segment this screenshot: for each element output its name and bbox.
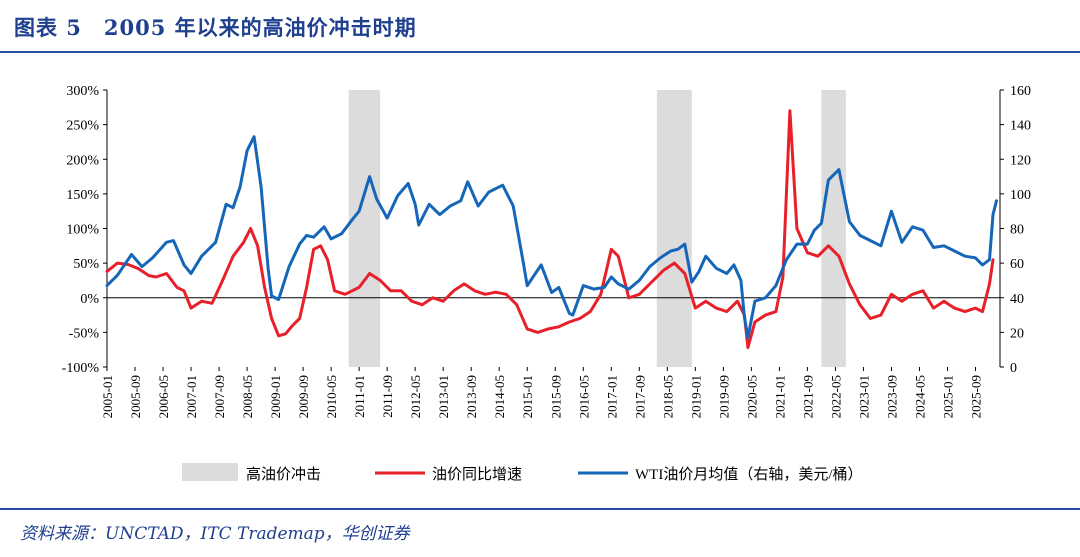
- shock-band: [821, 90, 846, 367]
- axes: -100% -50% 0% 50% 100% 150% 200% 250% 300% 0 20 40 6…: [62, 84, 1031, 418]
- x-tick-label: 2018-05: [660, 375, 675, 418]
- x-tick-label: 2017-09: [632, 375, 647, 418]
- x-tick-label: 2023-01: [856, 375, 871, 418]
- shock-band: [656, 90, 692, 367]
- x-tick-label: 2023-09: [884, 375, 899, 418]
- x-tick-label: 2006-05: [156, 375, 171, 418]
- x-tick-label: 2020-05: [744, 375, 759, 418]
- x-tick-label: 2009-01: [268, 375, 283, 418]
- x-tick-label: 2019-01: [688, 375, 703, 418]
- y-left-tick-label: 0%: [80, 292, 99, 307]
- shaded-periods: [348, 90, 846, 367]
- y-left-tick-label: -100%: [62, 361, 100, 376]
- x-tick-label: 2021-09: [800, 375, 815, 418]
- shock-band: [348, 90, 381, 367]
- x-tick-label: 2007-01: [184, 375, 199, 418]
- line-chart: -100% -50% 0% 50% 100% 150% 200% 250% 300% 0 20 40 6…: [62, 84, 1031, 483]
- y-right-tick-label: 140: [1010, 119, 1031, 134]
- y-left-tick-label: 50%: [73, 257, 99, 272]
- top-rule: [0, 51, 1080, 53]
- legend-label: WTI油价月均值（右轴，美元/桶）: [635, 466, 862, 483]
- y-left-tick-label: 100%: [66, 223, 99, 238]
- legend-swatch-band: [182, 463, 238, 481]
- y-right-tick-label: 0: [1010, 361, 1017, 376]
- x-tick-label: 2005-01: [100, 375, 115, 418]
- x-tick-label: 2005-09: [128, 375, 143, 418]
- x-tick-label: 2014-05: [492, 375, 507, 418]
- y-left-tick-label: 300%: [66, 84, 99, 99]
- y-right-tick-label: 160: [1010, 84, 1031, 99]
- legend: 高油价冲击 油价同比增速 WTI油价月均值（右轴，美元/桶）: [182, 463, 862, 483]
- wti-price-line: [105, 135, 998, 340]
- x-tick-label: 2008-05: [240, 375, 255, 418]
- legend-label: 油价同比增速: [432, 466, 522, 483]
- y-right-tick-label: 100: [1010, 188, 1031, 203]
- x-tick-label: 2017-01: [604, 375, 619, 418]
- y-left-tick-label: 250%: [66, 119, 99, 134]
- x-tick-label: 2025-01: [940, 375, 955, 418]
- x-tick-label: 2009-09: [296, 375, 311, 418]
- y-right-tick-label: 120: [1010, 153, 1031, 168]
- x-tick-label: 2013-01: [436, 375, 451, 418]
- page-title: 图表 5 2005 年以来的高油价冲击时期: [14, 15, 417, 40]
- x-tick-label: 2024-05: [912, 375, 927, 418]
- x-tick-label: 2021-01: [772, 375, 787, 418]
- y-right-tick-label: 80: [1010, 223, 1024, 238]
- x-tick-label: 2015-01: [520, 375, 535, 418]
- x-tick-label: 2011-09: [380, 375, 395, 418]
- x-tick-label: 2007-09: [212, 375, 227, 418]
- x-tick-label: 2015-09: [548, 375, 563, 418]
- y-left-tick-label: 200%: [66, 153, 99, 168]
- y-right-tick-label: 20: [1010, 326, 1024, 341]
- y-right-tick-label: 60: [1010, 257, 1024, 272]
- x-tick-label: 2011-01: [352, 375, 367, 418]
- x-tick-label: 2012-05: [408, 375, 423, 418]
- y-right-tick-label: 40: [1010, 292, 1024, 307]
- legend-label: 高油价冲击: [246, 466, 321, 483]
- y-left-tick-label: -50%: [69, 326, 100, 341]
- x-tick-label: 2025-09: [968, 375, 983, 418]
- x-tick-label: 2022-05: [828, 375, 843, 418]
- bottom-rule: [0, 508, 1080, 510]
- y-left-tick-label: 150%: [66, 188, 99, 203]
- x-tick-label: 2010-05: [324, 375, 339, 418]
- x-tick-label: 2016-05: [576, 375, 591, 418]
- x-tick-label: 2013-09: [464, 375, 479, 418]
- x-tick-label: 2019-09: [716, 375, 731, 418]
- yoy-growth-line: [105, 109, 995, 350]
- series-lines: [105, 109, 998, 350]
- source-note: 资料来源：UNCTAD，ITC Trademap，华创证券: [20, 524, 410, 544]
